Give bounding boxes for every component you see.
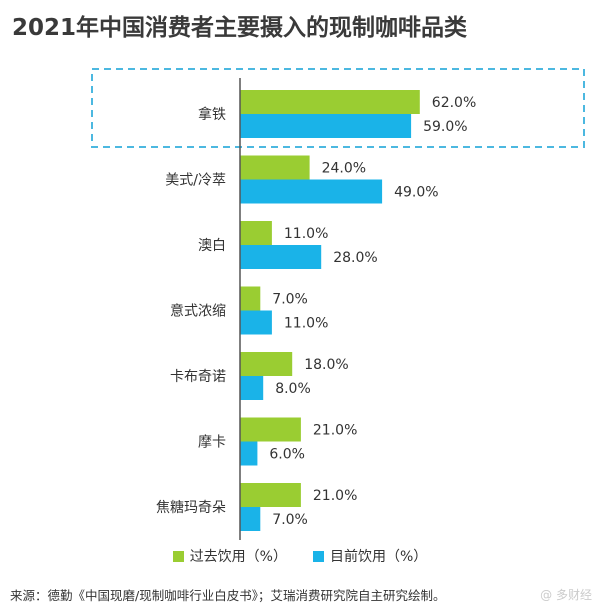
- data-label: 21.0%: [313, 488, 357, 504]
- bar-past: [240, 483, 301, 507]
- bar-current: [240, 179, 383, 204]
- data-label: 6.0%: [269, 447, 305, 463]
- data-label: 59.0%: [423, 119, 467, 135]
- legend-label-current: 目前饮用（%）: [330, 549, 428, 565]
- legend-swatch-current: [313, 550, 324, 562]
- bar-current: [240, 245, 322, 269]
- data-label: 7.0%: [272, 512, 308, 528]
- bar-past: [240, 155, 310, 180]
- watermark: @ 多财经: [540, 588, 592, 602]
- data-label: 8.0%: [275, 381, 311, 397]
- bar-current: [240, 310, 272, 335]
- legend-label-past: 过去饮用（%）: [189, 549, 287, 565]
- bar-past: [240, 90, 420, 114]
- data-label: 18.0%: [304, 357, 348, 373]
- data-label: 21.0%: [313, 423, 357, 439]
- data-label: 11.0%: [284, 226, 328, 242]
- data-label: 24.0%: [322, 161, 366, 177]
- bar-chart: 拿铁 62.0% 59.0% 美式/冷萃 24.0% 49.0% 澳白 11.0% 28.0% 意…: [91, 68, 585, 540]
- bar-current: [240, 114, 412, 138]
- category-label: 卡布奇诺: [170, 368, 226, 385]
- data-label: 11.0%: [284, 316, 328, 332]
- data-label: 28.0%: [333, 250, 377, 266]
- highlight-box: [91, 68, 585, 148]
- bar-past: [240, 352, 293, 376]
- bar-current: [240, 376, 264, 400]
- bar-past: [240, 221, 272, 245]
- category-label: 澳白: [198, 238, 226, 254]
- data-label: 62.0%: [432, 95, 476, 111]
- bar-current: [240, 507, 261, 531]
- legend-item-current: 目前饮用（%）: [313, 546, 427, 566]
- category-label: 意式浓缩: [170, 303, 226, 320]
- data-label: 49.0%: [394, 185, 438, 201]
- legend-item-past: 过去饮用（%）: [172, 546, 287, 566]
- bar-past: [240, 417, 301, 442]
- category-label: 拿铁: [198, 106, 226, 123]
- chart-title: 2021年中国消费者主要摄入的现制咖啡品类: [12, 15, 468, 41]
- category-label: 美式/冷萃: [165, 173, 226, 189]
- data-label: 7.0%: [272, 292, 308, 308]
- source-note: 来源：德勤《中国现磨/现制咖啡行业白皮书》；艾瑞消费研究院自主研究绘制。: [10, 588, 446, 603]
- bar-current: [240, 441, 258, 466]
- bar-past: [240, 286, 261, 311]
- legend: 过去饮用（%） 目前饮用（%）: [0, 546, 600, 566]
- category-label: 焦糖玛奇朵: [156, 499, 226, 516]
- legend-swatch-past: [172, 550, 184, 562]
- category-label: 摩卡: [198, 434, 226, 451]
